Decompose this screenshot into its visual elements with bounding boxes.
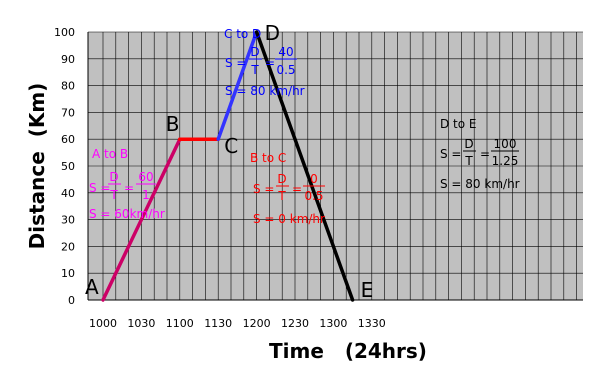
segment-d-to-e <box>254 30 355 302</box>
point-label-e: E <box>361 278 374 302</box>
annotation-result: S = 60km/hr <box>89 207 165 221</box>
x-tick-label: 1100 <box>166 317 194 330</box>
annotation-title: B to C <box>250 151 286 165</box>
annotation-c-to-d: C to D S = D T = 40 0.5 S = 80 km/hr <box>224 27 305 98</box>
graph-segments <box>101 30 355 302</box>
annotation-title: D to E <box>440 117 477 131</box>
annotation-d: D <box>277 172 286 186</box>
annotation-s-label: S = <box>225 56 247 70</box>
x-tick-label: 1130 <box>204 317 232 330</box>
y-tick-label: 100 <box>54 26 75 39</box>
annotation-title: C to D <box>224 27 261 41</box>
y-tick-label: 80 <box>61 80 75 93</box>
annotation-equals: = <box>124 181 134 195</box>
point-labels: A B C D E <box>85 21 373 302</box>
annotation-den: 1.25 <box>492 154 519 168</box>
y-tick-label: 50 <box>61 160 75 173</box>
y-axis-title: Distance (Km) <box>25 83 49 250</box>
point-label-a: A <box>85 275 99 299</box>
annotation-t: T <box>109 188 118 202</box>
annotation-d-to-e: D to E S = D T = 100 1.25 S = 80 km/hr <box>440 117 520 191</box>
x-tick-label: 1300 <box>319 317 347 330</box>
annotation-result: S = 0 km/hr <box>253 212 325 226</box>
x-tick-label: 1200 <box>243 317 271 330</box>
annotation-num: 100 <box>494 137 517 151</box>
annotation-t: T <box>277 189 286 203</box>
annotation-result: S = 80 km/hr <box>440 177 520 191</box>
y-tick-labels: 0 10 20 30 40 50 60 70 80 90 100 <box>54 26 75 307</box>
annotation-den: 0.5 <box>276 63 295 77</box>
x-axis-title: Time (24hrs) <box>269 339 427 363</box>
annotation-d: D <box>250 45 259 59</box>
x-tick-labels: 1000 1030 1100 1130 1200 1230 1300 1330 <box>89 317 386 330</box>
annotation-equals: = <box>480 147 490 161</box>
y-tick-label: 70 <box>61 106 75 119</box>
annotation-num: 40 <box>278 45 293 59</box>
grid <box>88 31 583 301</box>
y-tick-label: 10 <box>61 267 75 280</box>
x-tick-label: 1230 <box>281 317 309 330</box>
point-label-b: B <box>166 112 180 136</box>
segment-c-to-d <box>216 30 259 141</box>
point-label-d: D <box>265 21 280 45</box>
annotation-num: 60 <box>138 170 153 184</box>
x-tick-label: 1000 <box>89 317 117 330</box>
annotation-d: D <box>109 170 118 184</box>
x-tick-label: 1030 <box>127 317 155 330</box>
y-tick-label: 0 <box>68 294 75 307</box>
annotation-den: 0.5 <box>304 189 323 203</box>
y-tick-label: 40 <box>61 187 75 200</box>
annotation-d: D <box>464 137 473 151</box>
annotation-a-to-b: A to B S = D T = 60 1 S = 60km/hr <box>89 147 165 221</box>
annotation-num: 0 <box>310 172 318 186</box>
annotation-den: 1 <box>142 188 150 202</box>
annotation-t: T <box>464 154 473 168</box>
y-tick-label: 30 <box>61 214 75 227</box>
annotation-t: T <box>250 63 259 77</box>
x-tick-label: 1330 <box>358 317 386 330</box>
annotation-equals: = <box>292 182 302 196</box>
annotation-result: S = 80 km/hr <box>225 84 305 98</box>
annotation-title: A to B <box>92 147 128 161</box>
point-label-c: C <box>224 134 238 158</box>
y-tick-label: 90 <box>61 53 75 66</box>
annotation-b-to-c: B to C S = D T = 0 0.5 S = 0 km/hr <box>250 151 325 226</box>
y-tick-label: 60 <box>61 133 75 146</box>
segment-a-to-b <box>101 137 182 302</box>
annotation-equals: = <box>265 56 275 70</box>
annotation-s-label: S = <box>253 182 275 196</box>
annotation-s-label: S = <box>89 181 111 195</box>
y-tick-label: 20 <box>61 240 75 253</box>
annotation-s-label: S = <box>440 147 462 161</box>
